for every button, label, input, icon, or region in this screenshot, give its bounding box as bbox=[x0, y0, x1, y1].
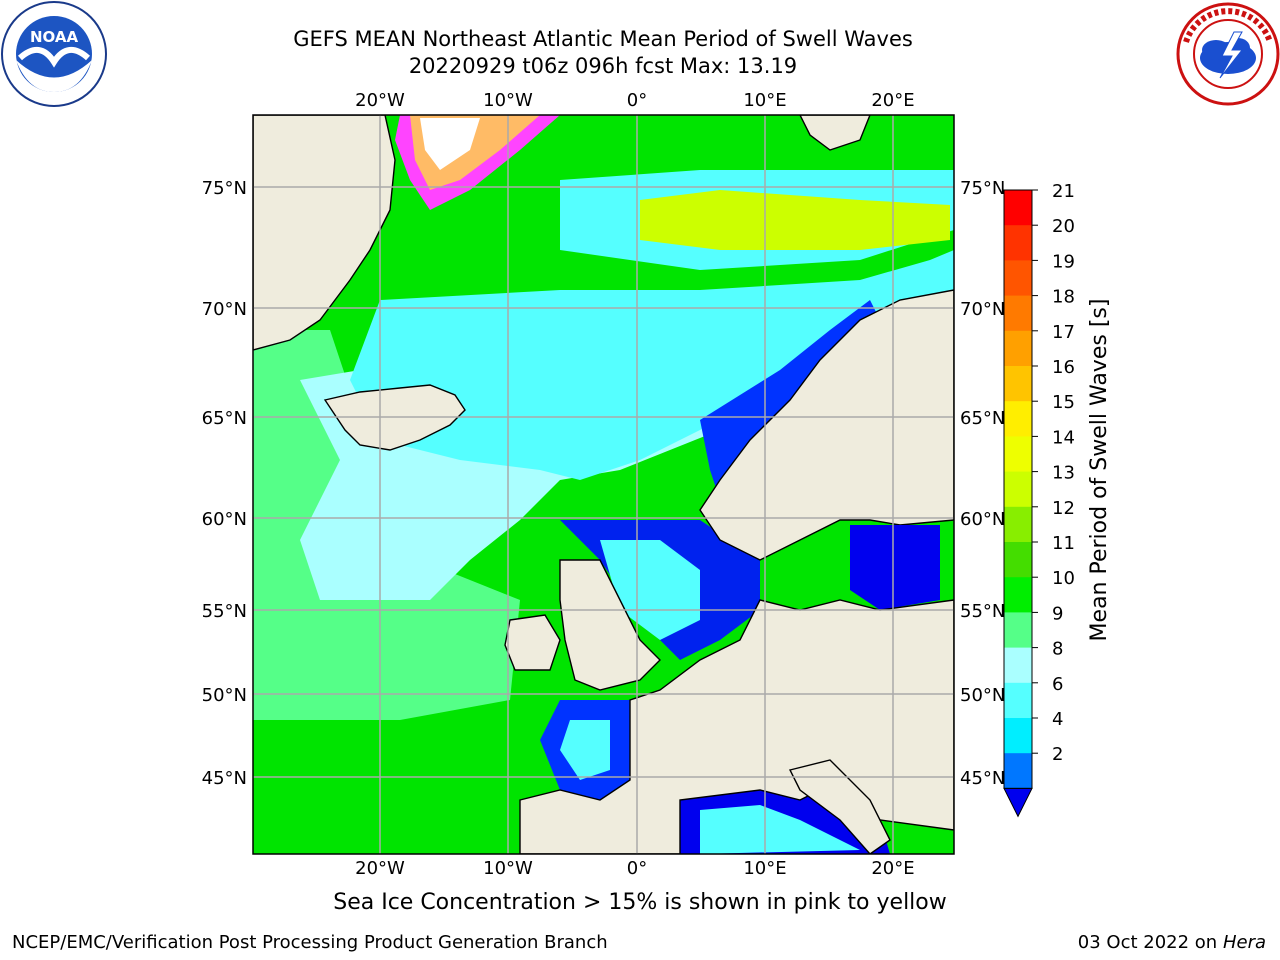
lat-label-right: 70°N bbox=[960, 299, 1005, 320]
lat-label-left: 60°N bbox=[202, 509, 247, 530]
colorbar-tick-label: 2 bbox=[1052, 744, 1063, 765]
sea-ice-caption: Sea Ice Concentration > 15% is shown in … bbox=[333, 890, 947, 915]
lat-label-left: 45°N bbox=[202, 768, 247, 789]
lon-label-bottom: 10°E bbox=[743, 858, 786, 879]
colorbar-segment bbox=[1004, 612, 1032, 649]
lat-label-left: 55°N bbox=[202, 601, 247, 622]
colorbar-title: Mean Period of Swell Waves [s] bbox=[1087, 299, 1112, 642]
colorbar-tick-label: 10 bbox=[1052, 568, 1075, 589]
colorbar-tick-label: 18 bbox=[1052, 287, 1075, 308]
colorbar-frame bbox=[1003, 189, 1033, 789]
nws-logo-icon bbox=[1176, 2, 1280, 106]
colorbar-segment bbox=[1004, 260, 1032, 297]
colorbar-segment bbox=[1004, 190, 1032, 226]
colorbar-segment bbox=[1004, 330, 1032, 367]
lat-label-right: 75°N bbox=[960, 178, 1005, 199]
lat-label-left: 70°N bbox=[202, 299, 247, 320]
lat-label-left: 65°N bbox=[202, 408, 247, 429]
lon-label-top: 0° bbox=[627, 90, 647, 111]
colorbar-tick-label: 14 bbox=[1052, 427, 1075, 448]
chart-subtitle: 20220929 t06z 096h fcst Max: 13.19 bbox=[408, 54, 798, 78]
map-frame bbox=[252, 114, 955, 855]
colorbar-segment bbox=[1004, 682, 1032, 719]
lon-label-top: 10°E bbox=[743, 90, 786, 111]
colorbar-tick-label: 20 bbox=[1052, 216, 1075, 237]
colorbar-tick-label: 15 bbox=[1052, 392, 1075, 413]
colorbar-tick-label: 9 bbox=[1052, 603, 1063, 624]
colorbar-tick-label: 21 bbox=[1052, 181, 1075, 202]
credit-text: NCEP/EMC/Verification Post Processing Pr… bbox=[12, 932, 608, 953]
lat-label-left: 75°N bbox=[202, 178, 247, 199]
lon-label-bottom: 10°W bbox=[483, 858, 533, 879]
graticule bbox=[253, 115, 954, 854]
lat-label-right: 55°N bbox=[960, 601, 1005, 622]
lon-label-top: 20°E bbox=[871, 90, 914, 111]
lon-label-top: 20°W bbox=[355, 90, 405, 111]
colorbar-segment bbox=[1004, 647, 1032, 684]
colorbar-extend-arrow bbox=[1003, 787, 1033, 818]
colorbar-segment bbox=[1004, 542, 1032, 578]
lon-label-bottom: 20°W bbox=[355, 858, 405, 879]
noaa-logo-icon: NOAA bbox=[1, 1, 107, 107]
colorbar-tick-label: 13 bbox=[1052, 463, 1075, 484]
colorbar-tick-label: 19 bbox=[1052, 251, 1075, 272]
colorbar-tick-label: 6 bbox=[1052, 674, 1063, 695]
colorbar: 21 20 19 18 17 16 15 14 13 12 11 10 9 8 6 4 2 bbox=[1003, 181, 1075, 818]
date-label: 03 Oct 2022 on bbox=[1077, 932, 1218, 953]
colorbar-tick-label: 16 bbox=[1052, 357, 1075, 378]
colorbar-segment bbox=[1004, 718, 1032, 754]
chart-title: GEFS MEAN Northeast Atlantic Mean Period… bbox=[293, 27, 913, 51]
colorbar-tick-label: 8 bbox=[1052, 639, 1063, 660]
colorbar-segment bbox=[1004, 753, 1032, 789]
colorbar-segment bbox=[1004, 471, 1032, 508]
lon-label-bottom: 20°E bbox=[871, 858, 914, 879]
lat-label-right: 65°N bbox=[960, 408, 1005, 429]
colorbar-tick-label: 11 bbox=[1052, 533, 1075, 554]
date-text: 03 Oct 2022 on Hera bbox=[1078, 932, 1266, 953]
colorbar-segment bbox=[1004, 506, 1032, 543]
colorbar-segment bbox=[1004, 225, 1032, 261]
map-field bbox=[253, 115, 954, 854]
colorbar-tick-label: 17 bbox=[1052, 322, 1075, 343]
colorbar-segment bbox=[1004, 366, 1032, 402]
lon-label-top: 10°W bbox=[483, 90, 533, 111]
colorbar-segment bbox=[1004, 295, 1032, 332]
colorbar-tick-label: 4 bbox=[1052, 709, 1063, 730]
colorbar-segment bbox=[1004, 401, 1032, 437]
colorbar-segment bbox=[1004, 577, 1032, 613]
colorbar-segment bbox=[1004, 436, 1032, 473]
lat-label-left: 50°N bbox=[202, 685, 247, 706]
lon-label-bottom: 0° bbox=[627, 858, 647, 879]
lat-label-right: 45°N bbox=[960, 768, 1005, 789]
machine-name: Hera bbox=[1222, 932, 1266, 953]
lat-label-right: 60°N bbox=[960, 509, 1005, 530]
colorbar-tick-label: 12 bbox=[1052, 498, 1075, 519]
noaa-logo-text: NOAA bbox=[30, 28, 79, 46]
lat-label-right: 50°N bbox=[960, 685, 1005, 706]
